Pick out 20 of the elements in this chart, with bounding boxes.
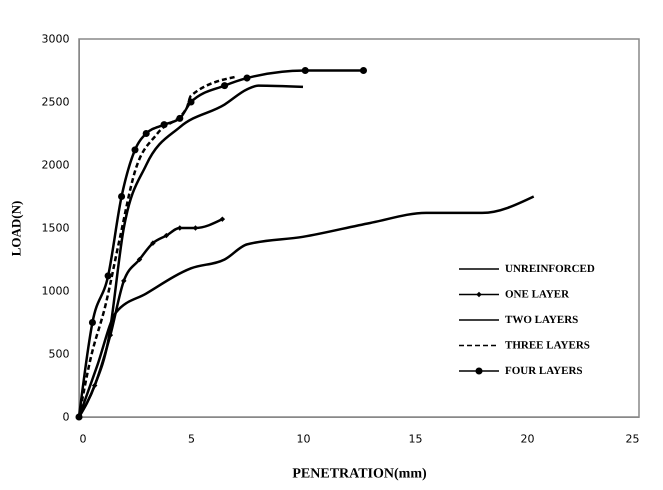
y-tick-label: 2000: [42, 158, 70, 172]
y-tick-label: 1500: [42, 222, 70, 234]
y-axis-title: LOAD(N): [8, 200, 24, 256]
x-tick-label: 25: [626, 432, 640, 446]
y-tick-label: 500: [48, 348, 70, 360]
legend-label: THREE LAYERS: [505, 340, 590, 352]
legend-label: UNREINFORCED: [505, 263, 595, 275]
y-tick-label: 2500: [42, 96, 70, 108]
x-tick-label: 5: [188, 432, 195, 446]
x-tick-label: 10: [296, 432, 310, 446]
legend-label: ONE LAYER: [505, 288, 570, 300]
x-tick-label: 20: [520, 432, 534, 446]
x-axis-title: PENETRATION(mm): [292, 466, 427, 482]
legend-label: FOUR LAYERS: [505, 365, 583, 377]
x-tick-label: 15: [408, 432, 422, 446]
y-tick-label: 0: [62, 410, 70, 424]
legend-label: TWO LAYERS: [505, 314, 578, 326]
y-tick-label: 1000: [42, 284, 70, 298]
y-tick-label: 3000: [42, 32, 70, 46]
x-tick-label: 0: [80, 432, 86, 446]
